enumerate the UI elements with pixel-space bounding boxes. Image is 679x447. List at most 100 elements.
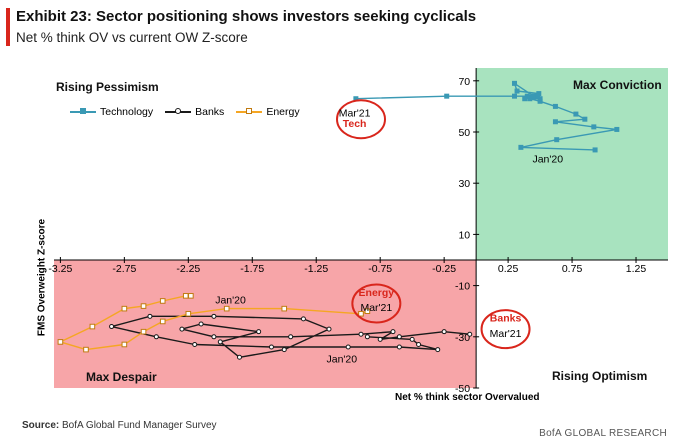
series-line-banks (110, 315, 470, 358)
data-point-banks (326, 326, 332, 332)
data-point-banks (256, 329, 262, 335)
quadrant-label-max-despair: Max Despair (86, 370, 157, 384)
data-point-energy (140, 303, 147, 309)
data-point-banks (147, 313, 153, 319)
data-point-banks (211, 334, 217, 340)
quadrant-label-rising-pessimism: Rising Pessimism (56, 80, 159, 94)
y-tick-label: 50 (458, 127, 470, 139)
data-point-technology (444, 93, 450, 99)
x-tick-label: -0.75 (368, 263, 392, 275)
y-tick-label: -50 (455, 383, 470, 395)
x-tick-label: -2.75 (112, 263, 136, 275)
x-tick-label: -3.25 (48, 263, 72, 275)
chart-legend: Technology Banks Energy (70, 106, 306, 118)
annotation-label: Banks (490, 312, 522, 324)
data-point-banks (377, 336, 383, 342)
source-note: Source: BofA Global Fund Manager Survey (22, 420, 217, 431)
data-point-banks (268, 344, 274, 350)
data-point-banks (345, 344, 351, 350)
exhibit-subtitle: Net % think OV vs current OW Z-score (16, 30, 248, 45)
x-axis-title: Net % think sector Overvalued (395, 392, 540, 403)
source-text: BofA Global Fund Manager Survey (62, 420, 217, 431)
data-point-technology (522, 96, 528, 102)
data-point-banks (198, 321, 204, 327)
data-point-banks (236, 354, 242, 360)
data-point-technology (573, 111, 579, 117)
data-point-banks (179, 326, 185, 332)
data-point-banks (153, 334, 159, 340)
data-point-banks (467, 331, 473, 337)
legend-swatch-banks (165, 108, 192, 114)
data-point-banks (364, 334, 370, 340)
max-conviction-zone (476, 68, 668, 260)
y-tick-label: -30 (455, 332, 470, 344)
data-point-technology (592, 147, 598, 153)
data-point-energy (159, 318, 166, 325)
x-tick-label: 1.25 (626, 263, 647, 275)
quadrant-label-max-conviction: Max Conviction (573, 78, 662, 92)
data-point-energy (188, 293, 194, 299)
data-point-technology (537, 96, 543, 102)
data-point-technology (536, 91, 542, 97)
legend-label-technology: Technology (100, 106, 154, 118)
annotation-label: Energy (359, 287, 395, 299)
data-point-banks (192, 341, 198, 347)
x-tick-label: 0.25 (498, 263, 519, 275)
legend-label-banks: Banks (195, 106, 225, 118)
annotation-label: Jan'20 (532, 154, 563, 166)
data-point-banks (390, 329, 396, 335)
exhibit-title: Exhibit 23: Sector positioning shows inv… (16, 8, 477, 25)
title-accent-bar (6, 8, 10, 46)
data-point-energy (57, 339, 64, 345)
data-point-banks (441, 329, 447, 335)
data-point-energy (182, 293, 189, 299)
data-point-energy (89, 323, 96, 330)
quadrant-label-rising-optimism: Rising Optimism (552, 369, 648, 383)
data-point-energy (281, 305, 288, 312)
legend-swatch-energy (236, 108, 263, 114)
data-point-technology (614, 126, 620, 132)
data-point-banks (281, 347, 287, 353)
data-point-banks (435, 347, 441, 353)
annotation-label: Mar'21 (360, 302, 392, 314)
data-point-energy (140, 328, 147, 335)
highlight-circle-tech (336, 99, 386, 140)
data-point-banks (288, 334, 294, 340)
highlight-circle-banks (480, 309, 531, 350)
data-point-energy (358, 310, 364, 317)
data-point-banks (409, 336, 415, 342)
data-point-energy (159, 298, 166, 304)
data-point-technology (514, 88, 520, 94)
data-point-technology (535, 93, 541, 99)
data-point-technology (582, 116, 588, 122)
data-point-energy (223, 305, 230, 312)
data-point-energy (121, 341, 128, 348)
data-point-technology (531, 93, 537, 99)
data-point-technology (512, 93, 517, 99)
data-point-energy (83, 346, 89, 353)
x-tick-label: -1.25 (304, 263, 328, 275)
data-point-banks (109, 324, 115, 330)
data-point-technology (591, 124, 597, 130)
data-point-technology (353, 96, 359, 102)
data-point-technology (518, 144, 524, 150)
legend-label-energy: Energy (266, 106, 300, 118)
annotation-label: Mar'21 (490, 328, 522, 340)
data-point-technology (552, 103, 558, 109)
data-point-technology (554, 137, 560, 143)
y-tick-label: 70 (458, 76, 470, 88)
data-point-banks (358, 331, 364, 337)
data-point-banks (396, 344, 402, 350)
legend-item-technology: Technology (70, 106, 153, 118)
data-point-energy (364, 308, 371, 314)
y-tick-label: 30 (458, 178, 470, 190)
data-point-technology (524, 93, 530, 99)
highlight-circle-energy (351, 283, 402, 324)
legend-item-energy: Energy (236, 106, 300, 118)
data-point-technology (537, 98, 543, 104)
data-point-banks (300, 316, 306, 322)
data-point-banks (396, 334, 402, 340)
data-point-technology (512, 80, 517, 86)
y-axis-title: FMS Overweight Z-score (36, 218, 48, 337)
